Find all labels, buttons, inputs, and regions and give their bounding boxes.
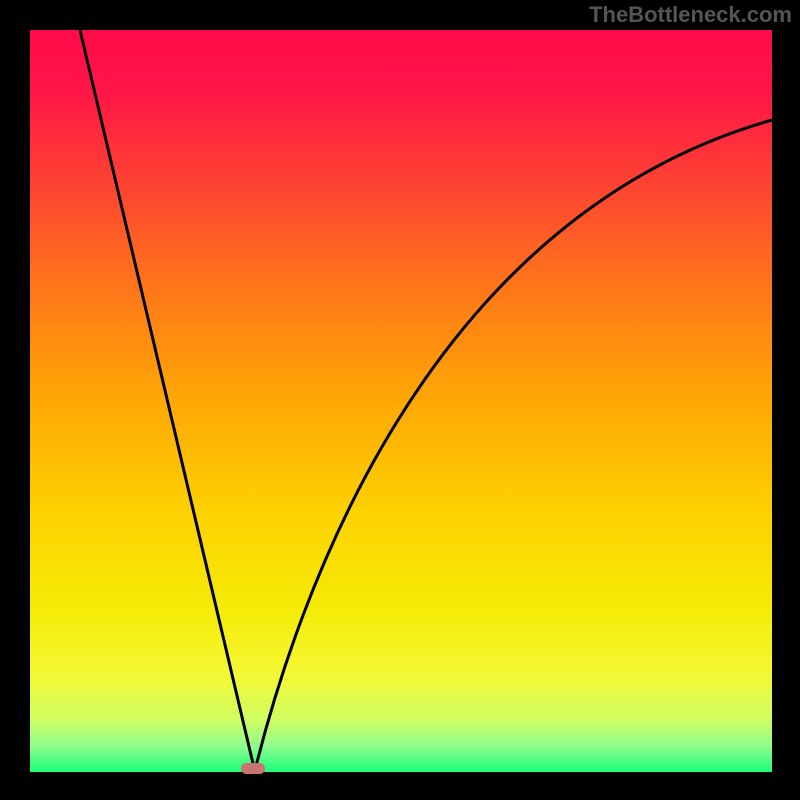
chart-container: TheBottleneck.com [0,0,800,800]
curve-path [80,30,772,772]
optimum-marker [241,763,265,774]
watermark-text: TheBottleneck.com [589,2,792,28]
bottleneck-curve [0,0,800,800]
